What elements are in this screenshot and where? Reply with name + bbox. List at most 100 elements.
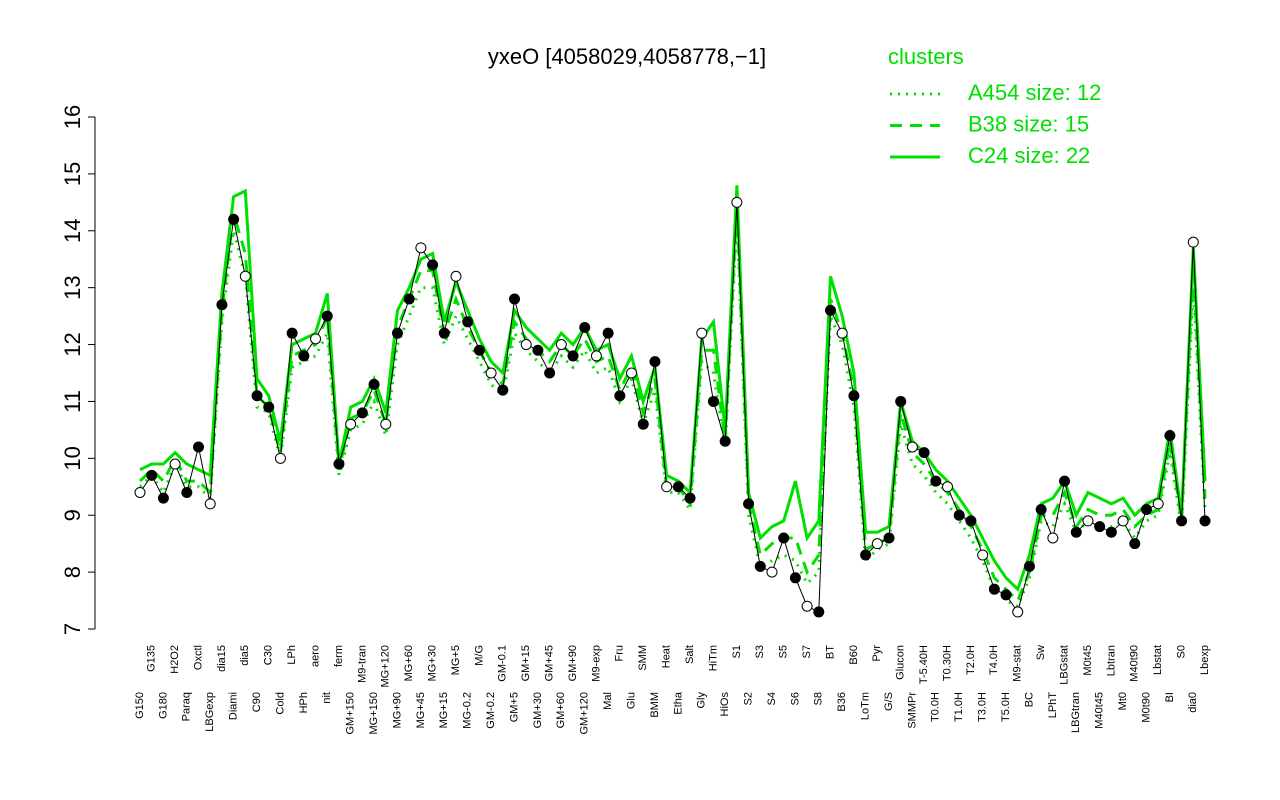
- data-point: [953, 509, 965, 521]
- data-point: [520, 339, 532, 351]
- x-tick-label: T1.0H: [953, 692, 965, 722]
- x-tick-label: Mt0: [1117, 692, 1129, 710]
- x-tick-label: S4: [766, 692, 778, 705]
- data-point: [310, 333, 322, 345]
- x-tick-label: MG+5: [450, 645, 462, 675]
- x-tick-label: T5.0H: [1000, 692, 1012, 722]
- x-tick-label: B36: [836, 692, 848, 712]
- data-point: [684, 492, 696, 504]
- data-point: [438, 327, 450, 339]
- data-point: [1152, 498, 1164, 510]
- x-tick-label: GM+60: [555, 692, 567, 728]
- x-tick-label: LPhT: [1047, 692, 1059, 719]
- x-tick-label: B60: [848, 645, 860, 665]
- x-tick-label: Glucon: [895, 645, 907, 680]
- data-point: [532, 344, 544, 356]
- x-tick-label: G/S: [883, 692, 895, 711]
- data-point: [1059, 475, 1071, 487]
- data-point: [345, 418, 357, 430]
- data-point: [743, 498, 755, 510]
- x-tick-label: BI: [1164, 692, 1176, 702]
- x-tick-label: M0t90: [1140, 692, 1152, 723]
- x-tick-label: Pyr: [871, 645, 883, 662]
- data-point: [1140, 504, 1152, 516]
- data-point: [1117, 515, 1129, 527]
- data-point: [157, 492, 169, 504]
- data-point: [1164, 430, 1176, 442]
- x-tick-label: C30: [263, 645, 275, 665]
- x-tick-label: ferm: [333, 645, 345, 667]
- profile-line: [139, 202, 1206, 614]
- x-tick-label: GM+90: [567, 645, 579, 681]
- data-point: [766, 566, 778, 578]
- x-tick-label: BT: [824, 645, 836, 659]
- x-tick-label: G180: [157, 692, 169, 719]
- data-point: [1199, 515, 1211, 527]
- x-tick-label: GM+120: [579, 692, 591, 735]
- x-tick-label: MG+150: [368, 692, 380, 735]
- x-tick-label: GM+15: [520, 645, 532, 681]
- x-tick-label: LBGtran: [1070, 692, 1082, 733]
- x-tick-label: Glu: [625, 692, 637, 709]
- x-tick-label: S2: [742, 692, 754, 705]
- x-tick-label: M0t45: [1082, 645, 1094, 676]
- data-point: [1035, 504, 1047, 516]
- data-point: [228, 213, 240, 225]
- data-point: [602, 327, 614, 339]
- x-tick-label: M9-exp: [590, 645, 602, 682]
- x-tick-label: Fru: [614, 645, 626, 662]
- x-tick-label: C90: [251, 692, 263, 712]
- x-tick-label: BMM: [649, 692, 661, 718]
- x-tick-label: SMMPr: [906, 692, 918, 729]
- x-tick-label: Gly: [696, 692, 708, 709]
- data-point: [462, 316, 474, 328]
- x-tick-label: S8: [813, 692, 825, 705]
- x-tick-label: S1: [731, 645, 743, 658]
- x-tick-label: aero: [309, 645, 321, 667]
- y-tick-label: 10: [60, 446, 85, 470]
- data-point: [146, 469, 158, 481]
- x-tick-label: Lbtran: [1105, 645, 1117, 676]
- x-tick-label: GM+150: [345, 692, 357, 735]
- x-tick-label: MG+90: [391, 692, 403, 728]
- y-tick-label: 12: [60, 332, 85, 356]
- chart-title: yxeO [4058029,4058778,−1]: [488, 44, 766, 69]
- x-tick-label: Mal: [602, 692, 614, 710]
- x-tick-label: LPh: [286, 645, 298, 665]
- data-point: [918, 447, 930, 459]
- x-tick-label: dia15: [216, 645, 228, 672]
- data-point: [567, 350, 579, 362]
- data-point: [626, 367, 638, 379]
- data-point: [1082, 515, 1094, 527]
- x-tick-label: T-5.40H: [918, 645, 930, 684]
- data-point: [473, 344, 485, 356]
- data-point: [555, 339, 567, 351]
- data-point: [696, 327, 708, 339]
- data-point: [590, 350, 602, 362]
- data-point: [1129, 538, 1141, 550]
- y-tick-label: 14: [60, 219, 85, 243]
- data-point: [895, 395, 907, 407]
- data-point: [672, 481, 684, 493]
- data-point: [544, 367, 556, 379]
- x-tick-label: MG+30: [426, 645, 438, 681]
- x-tick-label: MG+45: [415, 692, 427, 728]
- cluster-line: [138, 219, 1207, 609]
- data-point: [871, 538, 883, 550]
- x-tick-label: GM+5: [508, 692, 520, 722]
- data-point: [380, 418, 392, 430]
- x-tick-label: GM-0.2: [485, 692, 497, 729]
- data-point: [906, 441, 918, 453]
- data-point: [754, 560, 766, 572]
- data-point: [321, 310, 333, 322]
- data-point: [707, 395, 719, 407]
- y-tick-label: 11: [60, 390, 85, 413]
- x-tick-label: Diami: [228, 692, 240, 720]
- data-point: [637, 418, 649, 430]
- x-tick-label: Lbexp: [1199, 645, 1211, 675]
- data-point: [860, 549, 872, 561]
- data-point: [614, 390, 626, 402]
- x-tick-label: HPh: [298, 692, 310, 713]
- data-point: [485, 367, 497, 379]
